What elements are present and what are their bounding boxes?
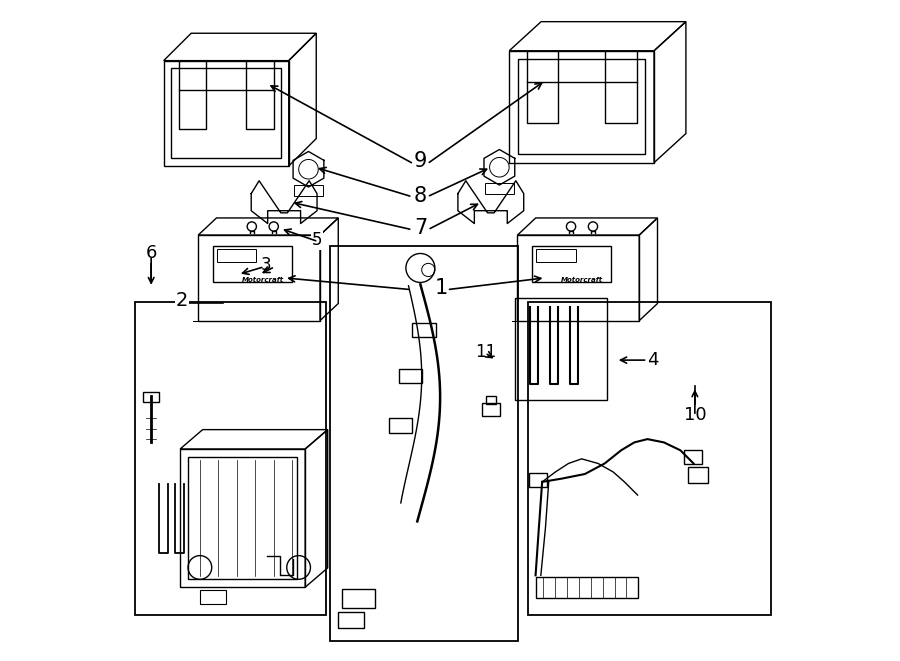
Bar: [412, 323, 436, 337]
Text: 8: 8: [414, 186, 427, 206]
Text: 1: 1: [435, 278, 448, 297]
Bar: [217, 249, 256, 262]
Text: 7: 7: [414, 219, 427, 239]
Text: 9: 9: [414, 151, 427, 171]
Bar: [684, 449, 702, 464]
Bar: [200, 590, 226, 603]
Bar: [485, 183, 514, 194]
Bar: [143, 393, 159, 402]
Bar: [482, 403, 500, 416]
Text: 3: 3: [260, 256, 271, 274]
Bar: [527, 302, 771, 615]
Bar: [338, 611, 364, 628]
Text: 10: 10: [683, 406, 706, 424]
Text: Motorcraft: Motorcraft: [561, 276, 603, 282]
Text: 4: 4: [647, 351, 659, 369]
Text: 2: 2: [176, 292, 188, 311]
Bar: [485, 396, 496, 405]
Text: 11: 11: [475, 342, 497, 360]
Text: Motorcraft: Motorcraft: [242, 276, 284, 282]
Bar: [389, 418, 412, 432]
Bar: [688, 467, 708, 483]
Bar: [342, 588, 375, 608]
Bar: [536, 249, 576, 262]
Text: 6: 6: [146, 245, 157, 262]
Bar: [399, 369, 422, 383]
Bar: [529, 473, 547, 487]
Bar: [294, 185, 323, 196]
Bar: [330, 247, 518, 641]
Bar: [515, 297, 607, 400]
Bar: [536, 577, 637, 598]
Text: 5: 5: [311, 231, 322, 249]
Bar: [135, 302, 327, 615]
